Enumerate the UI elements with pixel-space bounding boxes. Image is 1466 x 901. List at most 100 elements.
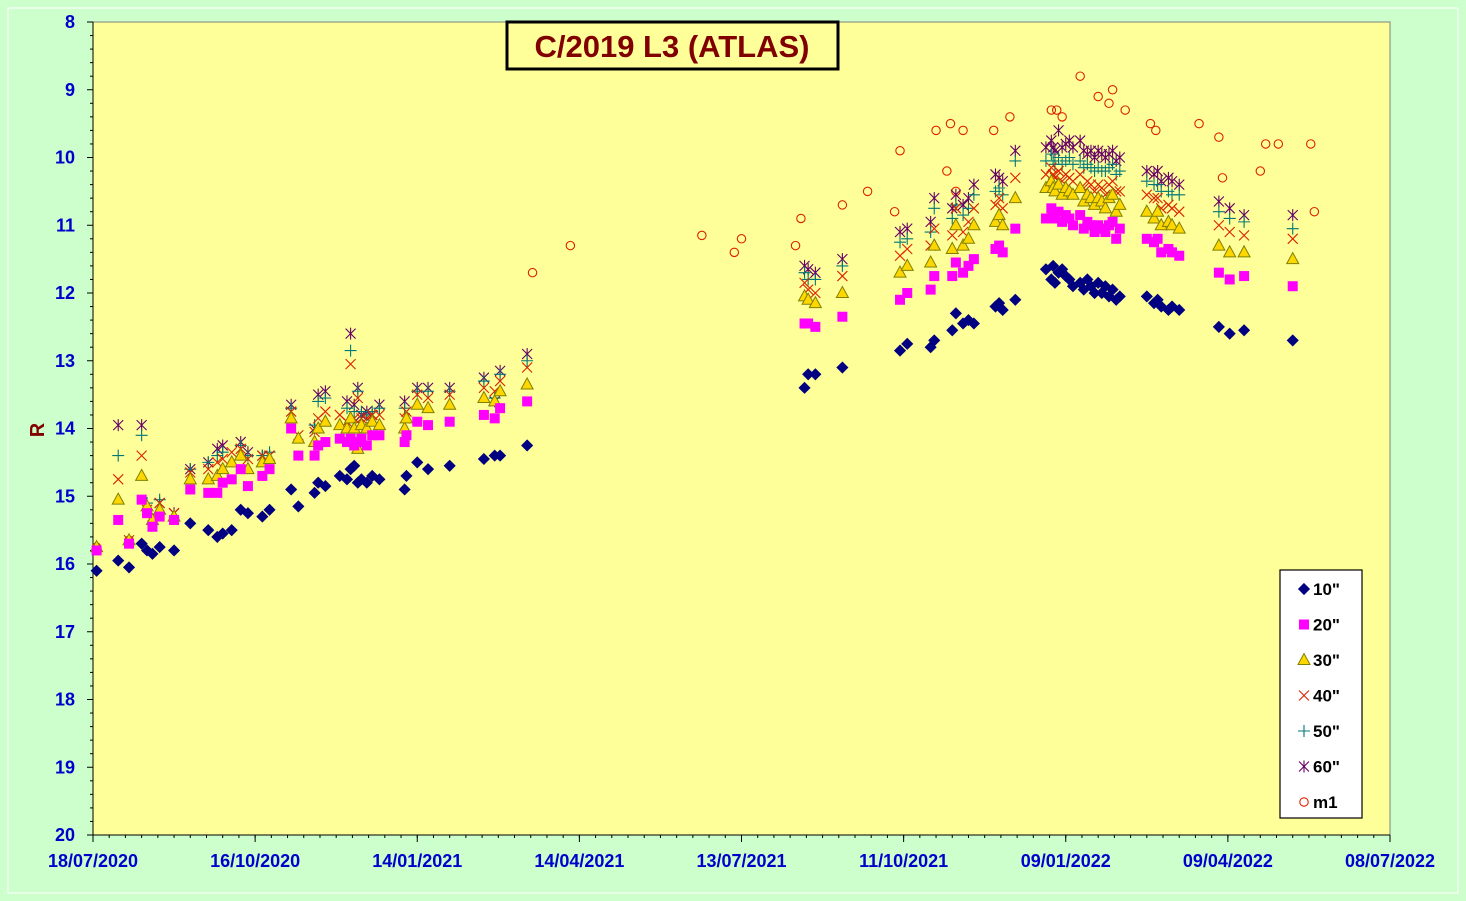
data-point xyxy=(1098,200,1113,214)
data-point xyxy=(154,511,165,522)
data-point xyxy=(224,454,239,468)
data-point xyxy=(1140,175,1153,188)
data-point xyxy=(1217,173,1228,183)
data-point xyxy=(901,222,913,235)
legend-label: m1 xyxy=(1313,793,1338,812)
data-point xyxy=(1073,180,1088,193)
data-point xyxy=(319,392,332,405)
data-point xyxy=(967,217,981,231)
data-point xyxy=(893,344,907,357)
data-point xyxy=(1141,189,1153,201)
data-point xyxy=(352,392,364,404)
data-point xyxy=(1064,213,1075,224)
data-point xyxy=(1287,209,1299,222)
data-point xyxy=(521,439,534,452)
data-point xyxy=(225,524,238,537)
data-point xyxy=(1166,202,1178,214)
legend: 10" 20" 30" 40" 50" 60" m1 xyxy=(1279,569,1363,819)
data-point xyxy=(901,243,913,255)
data-point xyxy=(226,474,237,485)
data-point xyxy=(487,393,502,407)
data-point xyxy=(136,450,148,461)
data-point xyxy=(958,125,968,136)
data-point xyxy=(810,321,821,332)
data-point xyxy=(1260,139,1271,149)
y-tick-label: 13 xyxy=(55,351,75,371)
data-point xyxy=(136,494,147,505)
data-point xyxy=(1046,203,1057,214)
data-point xyxy=(967,317,980,330)
data-point xyxy=(1285,251,1300,265)
data-point xyxy=(893,265,907,278)
data-point xyxy=(1075,210,1086,221)
data-point xyxy=(1173,188,1186,201)
data-point xyxy=(263,503,276,516)
legend-label: 40" xyxy=(1313,687,1340,706)
data-point xyxy=(398,483,411,496)
data-point xyxy=(332,417,347,431)
data-point xyxy=(736,234,747,244)
data-point xyxy=(399,410,414,424)
data-point xyxy=(343,410,358,424)
data-point xyxy=(1287,281,1298,292)
data-point xyxy=(902,288,913,298)
data-point xyxy=(1222,244,1237,258)
y-tick-label: 15 xyxy=(55,486,75,506)
data-point xyxy=(836,259,849,272)
data-point xyxy=(478,382,490,394)
data-point xyxy=(1224,226,1236,238)
chart-title: C/2019 L3 (ATLAS) xyxy=(534,29,809,64)
data-point xyxy=(956,238,970,251)
data-point xyxy=(565,240,576,251)
data-point xyxy=(113,514,124,525)
y-axis-label: R xyxy=(27,422,49,437)
data-point xyxy=(923,254,938,268)
data-point xyxy=(993,181,1006,194)
data-point xyxy=(1214,132,1224,142)
data-point xyxy=(950,257,961,268)
data-point xyxy=(996,303,1009,317)
data-point xyxy=(798,381,811,394)
data-point xyxy=(1113,290,1126,303)
data-point xyxy=(309,450,320,461)
data-point xyxy=(1114,223,1125,234)
data-point xyxy=(1049,213,1060,224)
data-point xyxy=(1238,215,1251,228)
data-point xyxy=(1213,219,1225,231)
data-point xyxy=(351,385,364,398)
data-point xyxy=(1173,303,1186,317)
legend-marker xyxy=(1297,652,1311,665)
data-point xyxy=(374,430,385,441)
data-point xyxy=(1286,334,1299,347)
x-tick-label: 14/01/2021 xyxy=(372,851,462,871)
data-point xyxy=(1238,230,1250,241)
data-point xyxy=(264,464,275,475)
data-point xyxy=(202,456,215,469)
data-point xyxy=(994,240,1005,251)
data-point xyxy=(1057,216,1068,227)
legend-marker xyxy=(1298,760,1310,773)
data-point xyxy=(929,271,940,282)
data-point xyxy=(796,213,806,224)
data-point xyxy=(527,267,538,278)
data-point xyxy=(374,409,385,421)
data-point xyxy=(202,463,214,475)
data-point xyxy=(1172,221,1187,234)
data-point xyxy=(1114,151,1126,164)
data-point xyxy=(291,431,306,444)
data-point xyxy=(928,192,940,205)
data-point xyxy=(1152,192,1164,204)
data-point xyxy=(835,285,850,298)
data-point xyxy=(950,202,962,214)
data-point xyxy=(348,459,361,472)
data-point xyxy=(311,420,326,434)
data-point xyxy=(319,480,332,493)
data-point xyxy=(201,471,216,485)
data-point xyxy=(241,507,254,520)
data-point xyxy=(808,295,823,309)
data-point xyxy=(185,484,196,495)
data-point xyxy=(790,240,801,251)
data-point xyxy=(356,433,367,444)
data-point xyxy=(153,540,166,554)
data-point xyxy=(367,430,378,441)
